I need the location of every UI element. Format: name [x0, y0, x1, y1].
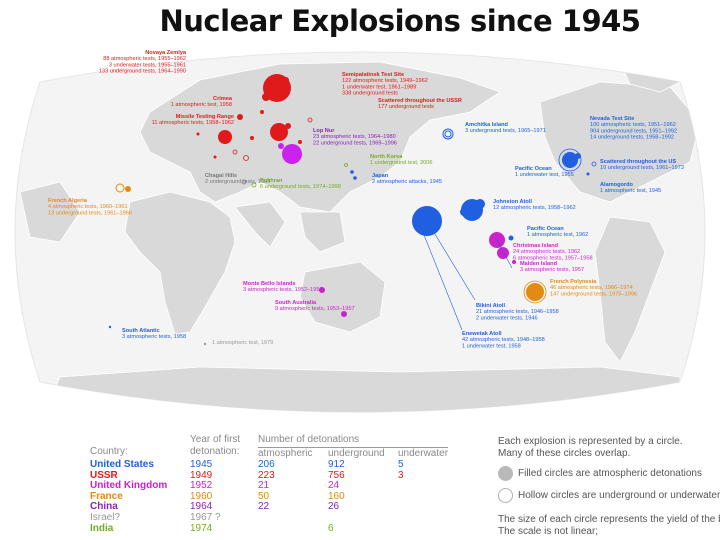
legend-country: France — [90, 490, 123, 502]
legend-year: 1945 — [190, 459, 213, 470]
hollow-circle-key — [498, 488, 513, 503]
legend-country: USSR — [90, 469, 118, 481]
legend-year: 1960 — [190, 490, 213, 502]
china-markers — [278, 143, 302, 164]
legend-atmospheric: 22 — [258, 501, 270, 513]
site-label: Crimea 1 atmospheric test, 1958 — [171, 96, 233, 108]
pakistan-india-markers — [241, 179, 257, 188]
site-label: Novaya Zemlya 88 atmospheric tests, 1955–… — [99, 50, 187, 75]
legend-underwater: 3 — [398, 469, 404, 481]
legend-year: 1967 ? — [190, 512, 221, 523]
site-label: North Korea 1 underground test, 2006 — [370, 154, 433, 166]
algeria-markers — [115, 183, 131, 193]
landmass-australia — [299, 261, 386, 333]
south-atlantic-marker — [108, 325, 112, 329]
legend-panel: Country: Year of first detonation: Numbe… — [0, 428, 720, 540]
legend-header-underground: underground — [328, 448, 385, 459]
legend-atmospheric: 223 — [258, 469, 275, 481]
landmass-south-asia — [234, 201, 346, 253]
legend-year: 1949 — [190, 469, 213, 481]
site-label: Malden Island 3 atmospheric tests, 1957 — [520, 261, 584, 273]
legend-year: 1974 — [190, 522, 213, 534]
note-line-1: Each explosion is represented by a circl… — [498, 436, 683, 447]
site-label: Alamogordo 1 atmospheric test, 1945 — [600, 182, 661, 194]
site-label: Pacific Ocean 1 underwater test, 1955 — [515, 166, 574, 178]
note-hollow: Hollow circles are underground or underw… — [518, 490, 720, 501]
legend-country: India — [90, 522, 114, 534]
note-filled: Filled circles are atmospheric detonatio… — [518, 468, 702, 479]
legend-header-underwater: underwater — [398, 448, 449, 459]
legend-atmospheric: 206 — [258, 459, 275, 470]
usa-pacific-markers — [412, 128, 514, 241]
site-label: 1 atmospheric test, 1979 — [212, 340, 273, 346]
legend-year: 1964 — [190, 501, 213, 513]
note-size-1: The size of each circle represents the y… — [498, 514, 720, 525]
site-label: Pokhran 6 underground tests, 1974–1998 — [260, 178, 341, 190]
site-label: Johnston Atoll 12 atmospheric tests, 1958… — [493, 199, 576, 211]
leader-lines — [419, 220, 513, 331]
france-pacific-markers — [523, 280, 547, 304]
legend-atmospheric: 21 — [258, 480, 270, 492]
world-map: Novaya Zemlya 88 atmospheric tests, 1955–… — [14, 50, 706, 413]
legend-header-rule — [258, 447, 448, 448]
site-labels: Novaya Zemlya 88 atmospheric tests, 1955–… — [48, 50, 684, 349]
japan-markers — [350, 170, 357, 180]
site-label: South Australia 9 atmospheric tests, 1953… — [275, 300, 355, 312]
nevada-markers — [558, 148, 597, 176]
site-label: Amchitka Island 3 underground tests, 1965… — [465, 122, 546, 134]
northkorea-marker — [344, 163, 348, 167]
site-label: Scattered throughout the USSR 177 undergr… — [378, 98, 462, 110]
legend-country: United Kingdom — [90, 480, 168, 492]
landmass-eurasia — [139, 61, 501, 213]
filled-circle-key — [498, 466, 513, 481]
site-label: Enewetak Atoll 42 atmospheric tests, 1948… — [462, 331, 545, 349]
landmass-antarctica — [39, 366, 681, 412]
site-label: Pacific Ocean 1 atmospheric test, 1962 — [527, 226, 588, 238]
legend-year: 1952 — [190, 480, 213, 492]
landmass-africa — [124, 191, 236, 335]
legend-underground: 24 — [328, 480, 340, 492]
site-label: South Atlantic 3 atmospheric tests, 1958 — [122, 328, 186, 340]
site-label: Nevada Test Site 100 atmospheric tests, 1… — [590, 116, 677, 141]
site-label: Christmas Island 24 atmospheric tests, 19… — [513, 243, 593, 261]
legend-country: Israel? — [90, 512, 121, 523]
site-label: Semipalatinsk Test Site 122 atmospheric t… — [342, 72, 428, 97]
legend-underground: 160 — [328, 490, 345, 502]
site-label: Bikini Atoll 21 atmospheric tests, 1946–1… — [476, 303, 559, 321]
legend-underground: 26 — [328, 501, 340, 513]
map-title: Nuclear Explosions since 1945 — [159, 4, 641, 38]
note-size-2: The scale is not linear; — [498, 526, 599, 537]
site-label: French Polynesia 46 atmospheric tests, 19… — [550, 279, 637, 297]
note-line-2: Many of these circles overlap. — [498, 448, 631, 459]
legend-header-number: Number of detonations — [258, 434, 360, 445]
legend-underwater: 5 — [398, 459, 404, 470]
legend-underground: 6 — [328, 522, 334, 534]
site-label: Japan 2 atmospheric attacks, 1945 — [372, 173, 442, 185]
site-label: French Algeria 4 atmospheric tests, 1960–… — [48, 198, 132, 216]
legend-atmospheric: 50 — [258, 490, 270, 502]
israel-marker — [203, 342, 207, 346]
site-label: Lop Nur 23 atmospheric tests, 1964–1980 22… — [313, 128, 397, 146]
landmass-west-edge — [19, 181, 81, 243]
ussr-markers — [196, 74, 313, 161]
site-label: Monte Bello Islands 3 atmospheric tests, … — [243, 281, 323, 293]
legend-country: China — [90, 501, 118, 513]
legend-header-first-2: detonation: — [190, 446, 240, 457]
legend-header-first-1: Year of first — [190, 434, 241, 445]
landmass-south-america — [594, 216, 666, 363]
legend-header-atmospheric: atmospheric — [258, 448, 313, 459]
site-label: Chagai Hills 2 underground tests, 1998 — [205, 173, 270, 185]
legend-country: United States — [90, 459, 154, 470]
site-label: Scattered throughout the US 10 undergroun… — [600, 159, 684, 171]
legend-header-country: Country: — [90, 446, 128, 457]
legend-underground: 756 — [328, 469, 345, 481]
legend-underground: 912 — [328, 459, 345, 470]
site-label: Missile Testing Range 11 atmospheric test… — [152, 114, 234, 126]
